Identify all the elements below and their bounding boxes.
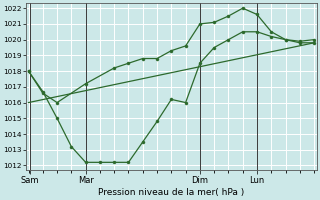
X-axis label: Pression niveau de la mer( hPa ): Pression niveau de la mer( hPa ) [98, 188, 244, 197]
